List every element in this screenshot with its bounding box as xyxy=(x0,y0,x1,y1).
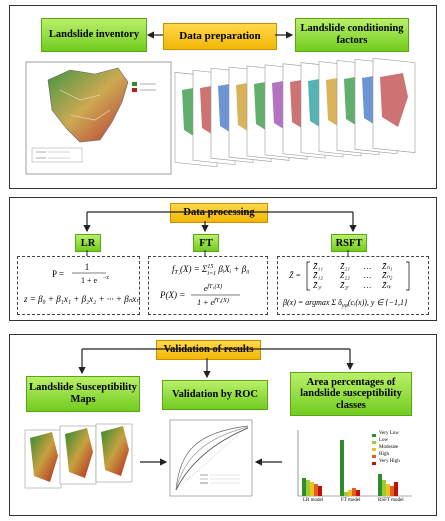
lr-formulas: P = 1 1 + e −z z = β₀ + β₁x₁ + β₂x₂ + ··… xyxy=(23,262,140,304)
svg-text:Z̄ₙ₁: Z̄ₙ₁ xyxy=(382,262,393,271)
svg-text:Z̄₂₂: Z̄₂₂ xyxy=(340,271,350,280)
legend-moderate: Moderate xyxy=(379,445,399,450)
svg-text:Z̄₂₁: Z̄₂₁ xyxy=(340,262,350,271)
svg-text:1 + efT₁(X): 1 + efT₁(X) xyxy=(197,297,229,307)
validation-results-box: Validation of results xyxy=(156,340,261,360)
svg-text:Z̄₂ᵣ: Z̄₂ᵣ xyxy=(340,281,349,290)
landslide-inventory-map xyxy=(25,61,172,175)
legend-low: Low xyxy=(379,438,389,443)
method-label-rsft: RSFT xyxy=(331,234,367,252)
svg-text:efT₁(X): efT₁(X) xyxy=(204,283,222,293)
svg-text:P =: P = xyxy=(52,269,64,279)
data-preparation-box: Data preparation xyxy=(163,23,277,50)
svg-text:P(X) =: P(X) = xyxy=(159,290,185,300)
susceptibility-maps xyxy=(24,423,133,489)
area-percentages-box: Area percentages of landslide susceptibi… xyxy=(290,372,412,416)
legend-very-high: Very High xyxy=(379,459,400,464)
rsft-formulas: Z̃ = Z̄₁₁ Z̄₂₁ … Z̄ₙ₁ Z̄₁₂ Z̄₂₂ … Z̄ₙ₂ Z̄₁ᵣ Z̄₂… xyxy=(282,261,410,309)
roc-curve-plot xyxy=(169,419,253,497)
model-label-ft: FT model xyxy=(341,498,361,503)
lr-formula-box xyxy=(17,256,140,315)
svg-text:…: … xyxy=(364,271,371,280)
svg-text:1: 1 xyxy=(85,262,90,272)
svg-text:Z̃ =: Z̃ = xyxy=(289,271,301,280)
model-label-lr: LR model xyxy=(303,498,324,503)
svg-text:Z̄₁₁: Z̄₁₁ xyxy=(313,262,323,271)
svg-text:−z: −z xyxy=(103,275,109,281)
conditioning-factors-box: Landslide conditioning factors xyxy=(295,18,409,52)
svg-text:…: … xyxy=(364,262,371,271)
svg-text:Z̄ₙ₂: Z̄ₙ₂ xyxy=(382,271,393,280)
data-processing-box: Data processing xyxy=(170,203,268,223)
legend-high: High xyxy=(379,452,389,457)
model-label-rsft: RSFT model xyxy=(378,498,404,503)
svg-text:1 + e: 1 + e xyxy=(81,276,98,285)
method-label-ft: FT xyxy=(193,234,219,252)
svg-text:Z̄ₙᵣ: Z̄ₙᵣ xyxy=(382,281,392,290)
legend-very-low: Very Low xyxy=(379,431,399,436)
svg-text:Z̄₁₂: Z̄₁₂ xyxy=(313,271,323,280)
method-label-lr: LR xyxy=(75,234,101,252)
ft-formula-box xyxy=(148,256,268,315)
susceptibility-maps-box: Landslide Susceptibility Maps xyxy=(26,376,140,412)
svg-text:β(x) = argmax Σ δyφ(cᵢ(x)), y: β(x) = argmax Σ δyφ(cᵢ(x)), y ∈ {−1,1} xyxy=(282,298,408,309)
landslide-inventory-box: Landslide inventory xyxy=(41,18,147,52)
validation-roc-box: Validation by ROC xyxy=(162,380,268,410)
svg-text:…: … xyxy=(364,281,371,290)
svg-text:Z̄₁ᵣ: Z̄₁ᵣ xyxy=(313,281,322,290)
ft-formulas: fT₁(X) = Σ15 i=1 βᵢXᵢ + β₀ P(X) = efT₁(X)… xyxy=(159,264,249,307)
area-percentage-bar-chart xyxy=(297,430,412,497)
conditioning-factor-maps xyxy=(174,57,416,168)
rsft-formula-box xyxy=(277,256,429,315)
svg-text:z = β₀ + β₁x₁ + β₂x₂ + ··· + β: z = β₀ + β₁x₁ + β₂x₂ + ··· + βₙxₙ xyxy=(23,294,140,304)
